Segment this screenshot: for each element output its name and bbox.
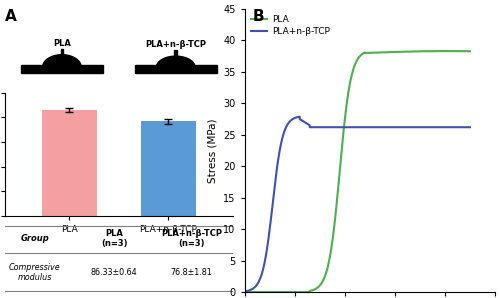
Text: 86.33±0.64: 86.33±0.64 xyxy=(91,268,138,277)
Polygon shape xyxy=(156,56,195,67)
PLA+n-β-TCP xyxy=(311,125,317,129)
PLA+n-β-TCP xyxy=(467,125,473,129)
PLA xyxy=(336,175,342,179)
Text: PLA+n-β-TCP
(n=3): PLA+n-β-TCP (n=3) xyxy=(161,229,222,249)
PLA xyxy=(334,193,340,197)
PLA xyxy=(296,290,302,294)
PLA+n-β-TCP xyxy=(355,125,361,129)
PLA+n-β-TCP xyxy=(296,115,302,119)
PLA+n-β-TCP xyxy=(385,125,391,129)
PLA xyxy=(467,49,473,53)
Line: PLA+n-β-TCP: PLA+n-β-TCP xyxy=(244,117,470,291)
Text: Group: Group xyxy=(20,234,49,243)
PLA xyxy=(359,52,365,56)
Y-axis label: Stress (MPa): Stress (MPa) xyxy=(208,118,218,183)
PLA+n-β-TCP xyxy=(242,290,248,293)
Text: PLA: PLA xyxy=(53,39,71,48)
PLA+n-β-TCP xyxy=(458,125,464,129)
Bar xyxy=(141,121,196,216)
Text: B: B xyxy=(252,9,264,24)
Polygon shape xyxy=(42,55,82,67)
Bar xyxy=(174,50,177,56)
PLA+n-β-TCP xyxy=(270,197,276,201)
Text: PLA
(n=3): PLA (n=3) xyxy=(101,229,128,249)
Bar xyxy=(135,65,216,73)
PLA xyxy=(444,49,450,53)
Bar xyxy=(21,65,103,73)
PLA xyxy=(385,50,391,54)
Bar xyxy=(60,49,64,54)
Text: Compressive
modulus: Compressive modulus xyxy=(9,263,60,282)
Bar xyxy=(42,110,96,216)
Text: 76.8±1.81: 76.8±1.81 xyxy=(171,268,212,277)
Text: PLA+n-β-TCP: PLA+n-β-TCP xyxy=(145,40,206,49)
Legend: PLA, PLA+n-β-TCP: PLA, PLA+n-β-TCP xyxy=(249,13,332,38)
PLA xyxy=(458,49,464,53)
PLA+n-β-TCP xyxy=(308,125,314,129)
Text: A: A xyxy=(5,9,17,24)
PLA xyxy=(242,290,248,294)
Line: PLA: PLA xyxy=(244,51,470,292)
